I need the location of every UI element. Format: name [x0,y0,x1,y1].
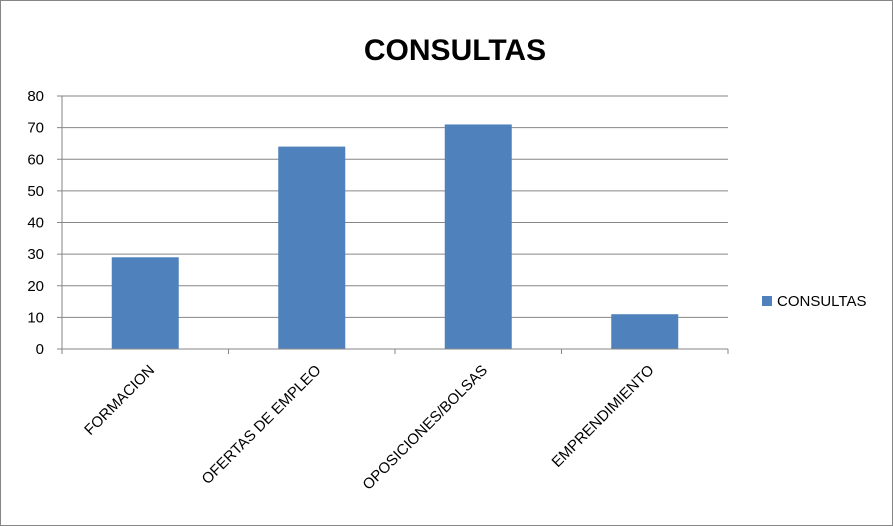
legend: CONSULTAS [762,293,866,310]
x-tick-label: FORMACION [81,362,158,439]
legend-swatch [762,296,772,306]
legend-label: CONSULTAS [777,293,866,310]
y-tick-label: 30 [27,246,44,263]
bar [611,314,679,349]
y-tick-label: 40 [27,215,44,232]
x-tick-label: EMPRENDIMIENTO [549,362,658,471]
y-tick-label: 0 [36,341,44,358]
bar [111,257,179,349]
y-tick-label: 20 [27,278,44,295]
chart-title: CONSULTAS [364,34,546,67]
y-tick-label: 70 [27,120,44,137]
bar [444,124,512,350]
y-tick-label: 10 [27,309,44,326]
bar-series [111,124,679,350]
x-tick-label: OPOSICIONES/BOLSAS [359,362,491,494]
x-axis-labels: FORMACION OFERTAS DE EMPLEO OPOSICIONES/BO… [81,362,657,494]
y-axis-ticks: 0 10 20 30 40 50 60 70 80 [27,88,62,358]
y-tick-label: 60 [27,151,44,168]
bar [278,146,346,349]
x-tick-label: OFERTAS DE EMPLEO [199,362,325,488]
y-tick-label: 80 [27,88,44,105]
y-tick-label: 50 [27,183,44,200]
